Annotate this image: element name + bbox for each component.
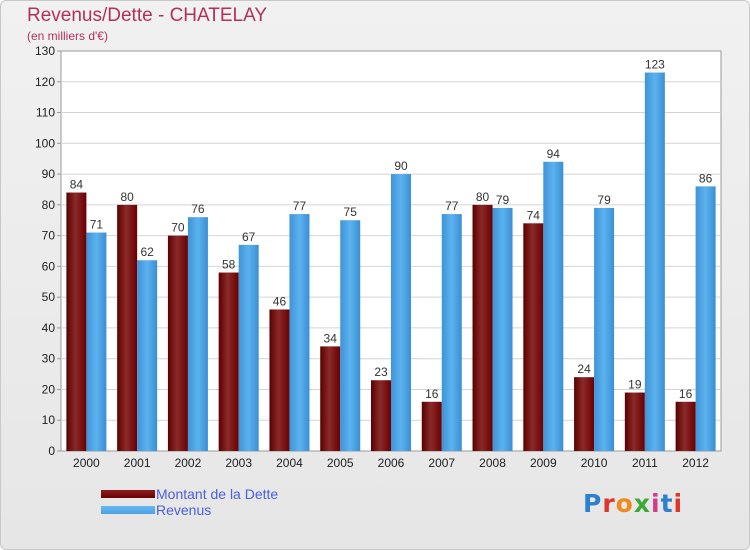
value-label-revenus: 94: [547, 147, 561, 161]
y-tick-label: 70: [42, 229, 56, 243]
y-tick-label: 10: [42, 413, 56, 427]
value-label-revenus: 77: [293, 199, 307, 213]
value-label-dette: 74: [527, 208, 541, 222]
bar-dette: [218, 272, 239, 451]
bar-revenus: [492, 207, 513, 451]
chart-subtitle: (en milliers d'€): [27, 29, 108, 43]
bar-revenus: [644, 72, 665, 452]
x-tick-label: 2001: [124, 456, 151, 470]
x-tick-label: 2009: [530, 456, 557, 470]
bar-revenus: [695, 186, 716, 451]
value-label-dette: 19: [628, 378, 642, 392]
y-tick-label: 0: [48, 444, 55, 458]
value-label-dette: 58: [222, 258, 236, 272]
bar-dette: [167, 235, 188, 451]
y-tick-label: 60: [42, 259, 56, 273]
logo-letter: r: [602, 489, 616, 518]
bar-revenus: [86, 232, 107, 451]
value-label-revenus: 67: [242, 230, 256, 244]
bar-revenus: [391, 174, 411, 452]
y-tick-label: 120: [35, 75, 55, 89]
legend-swatch-dette: [101, 490, 155, 498]
value-label-revenus: 77: [445, 199, 459, 213]
value-label-dette: 80: [120, 190, 134, 204]
bar-dette: [574, 377, 595, 451]
bar-dette: [523, 223, 544, 451]
bar-dette: [117, 204, 138, 451]
bar-dette: [66, 192, 87, 452]
y-tick-label: 110: [36, 106, 55, 120]
bar-dette: [675, 401, 696, 451]
bar-revenus: [340, 220, 361, 451]
logo-letter: i: [673, 489, 684, 518]
x-tick-label: 2004: [276, 456, 303, 470]
value-label-revenus: 90: [394, 159, 408, 173]
x-tick-label: 2006: [378, 456, 405, 470]
value-label-dette: 80: [476, 190, 490, 204]
bar-revenus: [137, 260, 158, 451]
logo-letter: o: [615, 489, 634, 518]
value-label-dette: 16: [425, 387, 439, 401]
y-tick-label: 40: [42, 321, 56, 335]
value-label-revenus: 62: [140, 245, 154, 259]
y-tick-label: 100: [35, 136, 55, 150]
value-label-revenus: 123: [645, 58, 665, 72]
x-tick-label: 2005: [327, 456, 354, 470]
x-tick-label: 2003: [225, 456, 252, 470]
y-axis: 0 10 20 30 40 50 60 70 80 90 100 110 120 130: [35, 44, 61, 458]
value-label-revenus: 71: [90, 218, 104, 232]
bar-revenus: [238, 244, 259, 451]
y-tick-label: 30: [42, 352, 56, 366]
value-label-revenus: 79: [496, 193, 510, 207]
legend-swatch-revenus: [101, 506, 155, 514]
value-label-dette: 34: [324, 331, 338, 345]
bar-dette: [472, 204, 493, 451]
value-label-revenus: 76: [191, 202, 205, 216]
x-tick-label: 2008: [479, 456, 506, 470]
bar-revenus: [543, 161, 564, 451]
logo-letter: P: [583, 489, 603, 518]
value-label-dette: 16: [679, 387, 693, 401]
bar-revenus: [594, 207, 615, 451]
y-tick-label: 20: [42, 382, 56, 396]
logo-letter: t: [660, 489, 674, 518]
bar-revenus: [187, 217, 208, 451]
value-label-dette: 46: [273, 294, 287, 308]
legend-label-dette: Montant de la Dette: [156, 486, 279, 502]
y-tick-label: 130: [35, 44, 55, 58]
x-tick-label: 2007: [428, 456, 455, 470]
y-tick-label: 50: [42, 290, 56, 304]
x-tick-label: 2002: [175, 456, 202, 470]
value-label-dette: 24: [577, 362, 591, 376]
bar-dette: [320, 346, 341, 451]
value-label-dette: 23: [374, 365, 388, 379]
value-label-revenus: 86: [699, 171, 713, 185]
bar-revenus: [289, 214, 310, 451]
x-axis: 2000 2001 2002 2003 2004 2005 2006 2007 2008 2009…: [73, 456, 709, 470]
x-tick-label: 2010: [581, 456, 608, 470]
legend-label-revenus: Revenus: [156, 502, 212, 518]
x-tick-label: 2011: [632, 456, 658, 470]
bars: 84 71 80 62 70 76 58 67 46 77 34 75 23 90 16 77 80 79 74 94…: [66, 58, 716, 452]
logo-letter: x: [633, 489, 651, 518]
logo-letter: i: [651, 489, 661, 518]
x-tick-label: 2012: [682, 456, 709, 470]
chart-title: Revenus/Dette - CHATELAY: [27, 5, 268, 26]
y-tick-label: 90: [42, 167, 56, 181]
bar-dette: [371, 380, 391, 451]
proxiti-logo: Proxiti: [583, 489, 683, 518]
bar-dette: [269, 309, 290, 451]
value-label-revenus: 79: [597, 193, 611, 207]
bar-revenus: [441, 214, 462, 451]
bar-dette: [624, 392, 645, 451]
value-label-dette: 84: [70, 178, 84, 192]
value-label-dette: 70: [171, 221, 185, 235]
x-tick-label: 2000: [73, 456, 100, 470]
value-label-revenus: 75: [344, 205, 358, 219]
y-tick-label: 80: [42, 198, 56, 212]
bar-dette: [421, 401, 442, 451]
